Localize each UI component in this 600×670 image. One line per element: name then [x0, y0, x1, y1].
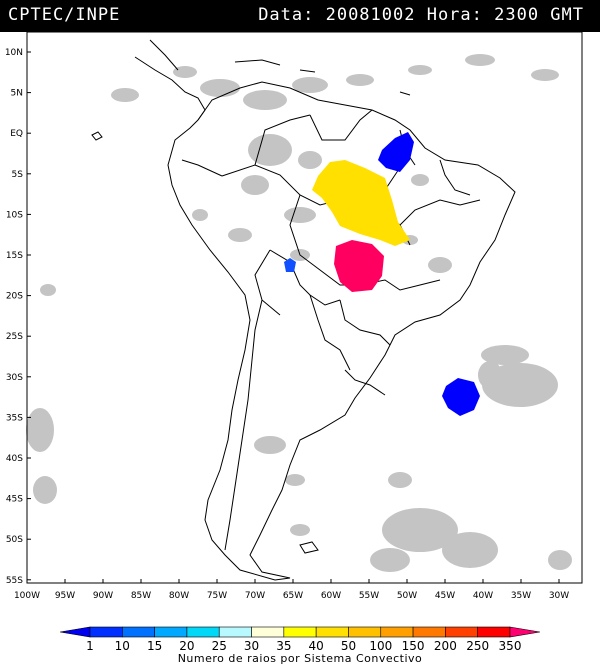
- colorbar-cell: [283, 626, 317, 638]
- lat-tick-label: 15S: [6, 251, 23, 261]
- colorbar-tick-label: 1: [86, 639, 94, 653]
- colorbar-tick-label: 10: [115, 639, 130, 653]
- colorbar-cell: [218, 626, 252, 638]
- ne-para-system: [378, 132, 414, 172]
- lat-tick-label: 40S: [6, 454, 23, 464]
- date-time-label: Data: 20081002 Hora: 2300 GMT: [258, 5, 584, 25]
- lon-tick-label: 60W: [321, 591, 341, 601]
- colorbar-tick-label: 25: [212, 639, 227, 653]
- lon-tick-label: 95W: [55, 591, 75, 601]
- colorbar-cell: [251, 626, 285, 638]
- lon-tick-label: 75W: [207, 591, 227, 601]
- longitude-axis: 100W 95W 90W 85W 80W 75W 70W 65W 60W 55W 50W 45W 40W…: [14, 579, 569, 601]
- colorbar-cell: [186, 626, 220, 638]
- colorbar-tick-label: 40: [309, 639, 324, 653]
- lon-tick-label: 85W: [131, 591, 151, 601]
- colorbar-cell: [122, 626, 155, 638]
- convective-systems: [284, 132, 480, 416]
- south-atlantic-system: [442, 378, 480, 416]
- colorbar-cell: [445, 626, 478, 638]
- lon-tick-label: 30W: [549, 591, 569, 601]
- colorbar-cell: [477, 626, 511, 638]
- header-bar: CPTEC/INPE Data: 20081002 Hora: 2300 GMT: [0, 0, 600, 32]
- colorbar-cell: [59, 626, 91, 638]
- lon-tick-label: 55W: [359, 591, 379, 601]
- colorbar-cell: [154, 626, 188, 638]
- lat-tick-label: 5N: [11, 89, 23, 99]
- colorbar-tick-label: 20: [179, 639, 194, 653]
- latitude-axis: 10N 5N EQ 5S 10S 15S 20S 25S 30S 35S 40S 45S 50S 55S: [5, 48, 31, 586]
- colorbar-tick-label: 250: [466, 639, 489, 653]
- lat-tick-label: 5S: [12, 170, 24, 180]
- map-frame: [26, 31, 583, 584]
- colorbar-cell: [380, 626, 414, 638]
- lon-tick-label: 65W: [283, 591, 303, 601]
- colorbar-cell: [348, 626, 382, 638]
- lon-tick-label: 100W: [14, 591, 40, 601]
- lon-tick-label: 35W: [511, 591, 531, 601]
- colorbar-cell: [509, 626, 541, 638]
- colorbar-tick-label: 30: [244, 639, 259, 653]
- colorbar-tick-label: 15: [147, 639, 162, 653]
- colorbar-tick-label: 200: [434, 639, 457, 653]
- mato-grosso-system: [334, 240, 384, 292]
- lon-tick-label: 80W: [169, 591, 189, 601]
- colorbar-tick-label: 100: [369, 639, 392, 653]
- lon-tick-label: 70W: [245, 591, 265, 601]
- lat-tick-label: 50S: [6, 535, 23, 545]
- lon-tick-label: 40W: [473, 591, 493, 601]
- lat-tick-label: 20S: [6, 292, 23, 302]
- map: 10N5NEQ5S10S15S20S25S30S35S40S45S50S55S …: [5, 31, 583, 601]
- lat-tick-label: 55S: [6, 576, 23, 586]
- colorbar-cells: [59, 626, 541, 638]
- colorbar-cell: [89, 626, 123, 638]
- central-amazon-system: [312, 160, 410, 246]
- lat-tick-label: 30S: [6, 373, 23, 383]
- lon-tick-label: 50W: [397, 591, 417, 601]
- source-label: CPTEC/INPE: [8, 5, 121, 25]
- colorbar-tick-labels: 1 10 15 20 25 30 35 40 50 100 150 200 250 350: [86, 639, 521, 653]
- bolivia-small-system: [284, 258, 296, 272]
- map-background: [27, 32, 582, 583]
- lat-tick-label: EQ: [10, 129, 23, 139]
- lat-tick-label: 10S: [6, 210, 23, 220]
- lon-tick-label: 90W: [93, 591, 113, 601]
- colorbar-cell: [315, 626, 349, 638]
- lon-tick-label: 45W: [435, 591, 455, 601]
- colorbar: 1 10 15 20 25 30 35 40 50 100 150 200 250 350: [59, 626, 541, 653]
- lat-tick-label: 35S: [6, 413, 23, 423]
- lat-tick-label: 25S: [6, 332, 23, 342]
- colorbar-tick-label: 35: [276, 639, 291, 653]
- colorbar-cell: [412, 626, 446, 638]
- colorbar-tick-label: 50: [341, 639, 356, 653]
- colorbar-tick-label: 350: [499, 639, 522, 653]
- colorbar-title: Numero de raios por Sistema Convectivo: [177, 652, 423, 665]
- lat-tick-label: 10N: [5, 48, 23, 58]
- colorbar-tick-label: 150: [402, 639, 425, 653]
- lat-tick-label: 45S: [6, 495, 23, 505]
